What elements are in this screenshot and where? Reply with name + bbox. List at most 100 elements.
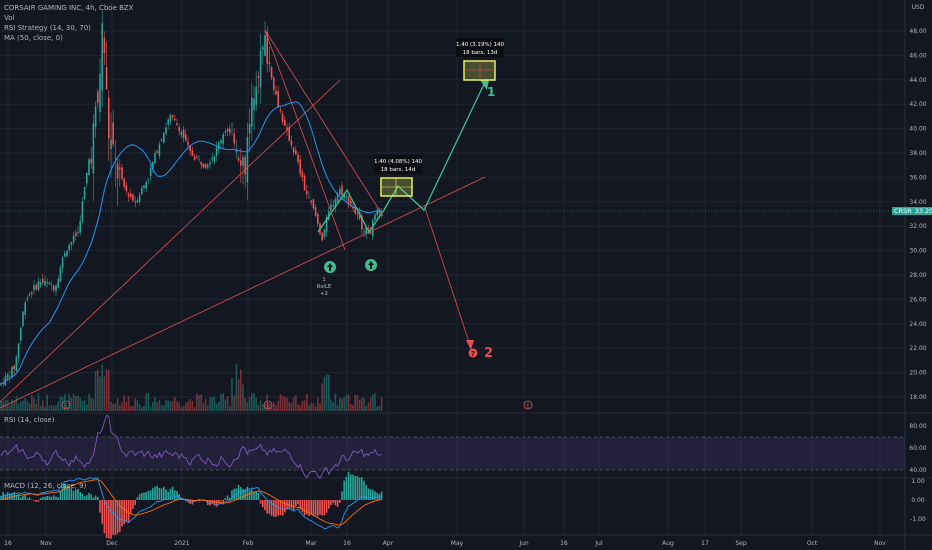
price-axis[interactable]: 48.00 46.00 44.00 42.00 40.00 38.00 36.00 34.00… xyxy=(909,28,926,401)
projection-arrowhead-2 xyxy=(466,340,474,350)
rsi-tick-label: 40.00 xyxy=(909,467,926,474)
volume-bar xyxy=(277,401,279,411)
macd-histogram-bar xyxy=(209,500,211,506)
candle-body xyxy=(277,91,279,107)
macd-histogram-bar xyxy=(15,495,18,500)
candle-body xyxy=(79,220,81,233)
macd-histogram-bar xyxy=(180,497,183,500)
measure-tooltip-2: 1.40 (3.19%) 140 18 bars, 13d xyxy=(456,38,504,57)
measure-box-1[interactable] xyxy=(380,177,413,197)
macd-tick-label: 1.00 xyxy=(911,478,925,485)
earnings-icon[interactable]: E xyxy=(61,400,71,410)
candle-body xyxy=(178,126,180,132)
volume-bar xyxy=(99,376,101,411)
candle-body xyxy=(101,23,103,91)
volume-bar xyxy=(321,383,323,411)
candle-body xyxy=(220,140,222,144)
volume-bar xyxy=(130,405,132,411)
ma-label[interactable]: MA (50, close, 0) xyxy=(4,34,63,42)
volume-bar xyxy=(341,398,343,411)
earnings-icon[interactable]: E xyxy=(263,400,273,410)
chart-legend: CORSAIR GAMING INC, 4h, Cboe BZX Vol RSI… xyxy=(4,3,134,43)
volume-bar xyxy=(268,402,271,411)
time-tick-label: 2021 xyxy=(174,540,189,547)
volume-bar xyxy=(237,379,240,411)
volume-bar xyxy=(70,397,73,411)
macd-histogram-bar xyxy=(367,488,370,500)
volume-bar xyxy=(198,395,200,411)
wave-path xyxy=(317,81,486,234)
volume-bar xyxy=(290,402,293,411)
candle-body xyxy=(295,150,297,155)
volume-bar xyxy=(189,398,191,411)
volume-bars xyxy=(0,364,383,411)
volume-bar xyxy=(22,400,24,411)
macd-histogram-bar xyxy=(213,500,216,506)
macd-histogram-bar xyxy=(154,486,156,500)
macd-histogram-bar xyxy=(83,496,86,500)
trendline-support-2 xyxy=(0,79,341,403)
candle-body xyxy=(215,147,218,156)
candle-body xyxy=(341,185,343,196)
measure-box-2[interactable] xyxy=(463,60,496,81)
volume-bar xyxy=(121,402,123,411)
volume-bar xyxy=(200,394,202,411)
volume-bar xyxy=(138,403,141,411)
measure-tooltip-1-line1: 1.40 (4.08%) 140 xyxy=(374,159,423,165)
macd-histogram-bar xyxy=(2,492,4,500)
measure-tooltip-1: 1.40 (4.08%) 140 18 bars, 14d xyxy=(374,155,423,174)
candle-body xyxy=(288,127,290,142)
volume-bar xyxy=(79,397,81,411)
macd-histogram-bar xyxy=(75,489,77,500)
candle-body xyxy=(198,158,200,160)
macd-histogram-bar xyxy=(64,483,66,500)
candle-body xyxy=(53,285,55,290)
candle-body xyxy=(154,152,156,164)
time-tick-label: Apr xyxy=(383,540,394,547)
rsi-legend[interactable]: RSI (14, close) xyxy=(4,416,55,424)
candle-body xyxy=(202,163,205,168)
volume-bar xyxy=(325,374,328,411)
macd-histogram-bar xyxy=(229,498,231,500)
price-tick-label: 38.00 xyxy=(909,150,926,157)
macd-histogram-bar xyxy=(330,500,332,506)
macd-histogram-bar xyxy=(270,500,273,516)
volume-bar xyxy=(332,402,334,411)
macd-legend[interactable]: MACD (12, 26, close, 9) xyxy=(4,482,87,490)
volume-bar xyxy=(156,402,158,411)
macd-histogram-bar xyxy=(332,500,334,504)
candle-body xyxy=(231,124,233,126)
measure-tooltip-2-line2: 18 bars, 13d xyxy=(463,50,498,56)
volume-bar xyxy=(125,401,128,411)
macd-histogram-bar xyxy=(134,500,136,506)
symbol-title[interactable]: CORSAIR GAMING INC, 4h, Cboe BZX xyxy=(4,4,134,12)
volume-bar xyxy=(83,400,86,411)
svg-text:?: ? xyxy=(471,350,475,358)
macd-histogram-bar xyxy=(343,480,345,500)
price-tick-label: 46.00 xyxy=(909,52,926,59)
macd-histogram-bar xyxy=(251,489,253,500)
time-tick-label: 16 xyxy=(4,540,12,547)
strategy-label[interactable]: RSI Strategy (14, 30, 70) xyxy=(4,24,91,32)
volume-bar xyxy=(171,401,174,411)
volume-bar xyxy=(336,404,339,411)
time-tick-label: Aug xyxy=(662,540,674,547)
earnings-icon[interactable]: E xyxy=(523,400,533,410)
candle-body xyxy=(365,226,367,234)
macd-histogram-bar xyxy=(224,498,227,500)
macd-histogram-bar xyxy=(317,500,319,517)
candle-body xyxy=(141,187,143,195)
candle-body xyxy=(59,267,62,283)
time-axis[interactable]: 16 Nov Dec 2021 Feb Mar 16 Apr May Jun 16 Jul Aug 17 S… xyxy=(4,540,886,547)
candle-body xyxy=(138,195,141,202)
macd-histogram-bar xyxy=(310,500,312,516)
candle-body xyxy=(352,206,354,209)
buy-signal-icon xyxy=(365,259,377,271)
volume-bar xyxy=(37,393,40,411)
macd-histogram-bar xyxy=(86,495,88,500)
volume-bar xyxy=(301,401,304,411)
candle-body xyxy=(103,38,106,54)
volume-label[interactable]: Vol xyxy=(4,14,15,22)
price-tick-label: 26.00 xyxy=(909,296,926,303)
